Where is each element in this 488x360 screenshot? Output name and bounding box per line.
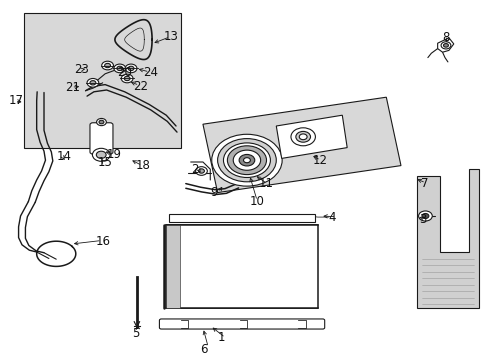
Circle shape: [97, 118, 106, 126]
Text: 9: 9: [210, 186, 217, 199]
Circle shape: [299, 134, 306, 140]
Circle shape: [421, 213, 428, 219]
Circle shape: [295, 131, 310, 142]
Circle shape: [124, 76, 130, 81]
Polygon shape: [24, 13, 181, 148]
Text: 12: 12: [312, 154, 327, 167]
Text: 8: 8: [442, 31, 449, 44]
Polygon shape: [437, 38, 453, 52]
Text: 2: 2: [190, 163, 198, 176]
Circle shape: [90, 81, 96, 85]
FancyBboxPatch shape: [90, 123, 113, 154]
Text: 23: 23: [74, 63, 89, 76]
Text: 15: 15: [98, 156, 112, 169]
Circle shape: [99, 120, 104, 124]
Bar: [168, 214, 315, 222]
Polygon shape: [416, 169, 478, 308]
FancyBboxPatch shape: [159, 319, 324, 329]
Circle shape: [102, 61, 113, 70]
Text: 14: 14: [56, 150, 71, 163]
Text: 22: 22: [133, 80, 148, 93]
Bar: [166, 225, 317, 308]
Text: 3: 3: [419, 213, 426, 226]
Circle shape: [117, 66, 122, 71]
Text: 1: 1: [217, 331, 224, 344]
Circle shape: [114, 64, 125, 73]
Text: 10: 10: [249, 195, 264, 208]
Text: 20: 20: [117, 66, 132, 78]
Circle shape: [243, 158, 250, 163]
Bar: [166, 225, 180, 308]
Circle shape: [121, 74, 133, 83]
Text: 19: 19: [106, 148, 122, 161]
Text: 18: 18: [136, 159, 150, 172]
Circle shape: [239, 154, 254, 166]
Circle shape: [96, 151, 106, 158]
Circle shape: [211, 134, 282, 186]
Circle shape: [233, 150, 260, 170]
Text: 4: 4: [328, 211, 335, 224]
Text: 16: 16: [95, 235, 110, 248]
Circle shape: [87, 78, 99, 87]
Text: 11: 11: [259, 177, 274, 190]
Text: 7: 7: [420, 177, 427, 190]
Text: 24: 24: [143, 66, 158, 78]
Polygon shape: [203, 97, 400, 193]
Circle shape: [195, 167, 207, 175]
Circle shape: [440, 42, 450, 49]
Circle shape: [290, 128, 315, 146]
Circle shape: [198, 169, 204, 173]
Circle shape: [443, 44, 447, 47]
Text: 21: 21: [65, 81, 80, 94]
Text: 5: 5: [132, 327, 139, 340]
Circle shape: [92, 148, 110, 161]
Circle shape: [104, 63, 110, 68]
Circle shape: [217, 139, 276, 182]
Text: 13: 13: [163, 30, 178, 42]
Circle shape: [227, 146, 266, 175]
Text: 6: 6: [200, 343, 207, 356]
Circle shape: [223, 143, 270, 177]
Circle shape: [128, 66, 134, 71]
Polygon shape: [276, 115, 346, 158]
Circle shape: [125, 64, 137, 73]
Text: 17: 17: [9, 94, 24, 107]
Circle shape: [418, 211, 431, 221]
